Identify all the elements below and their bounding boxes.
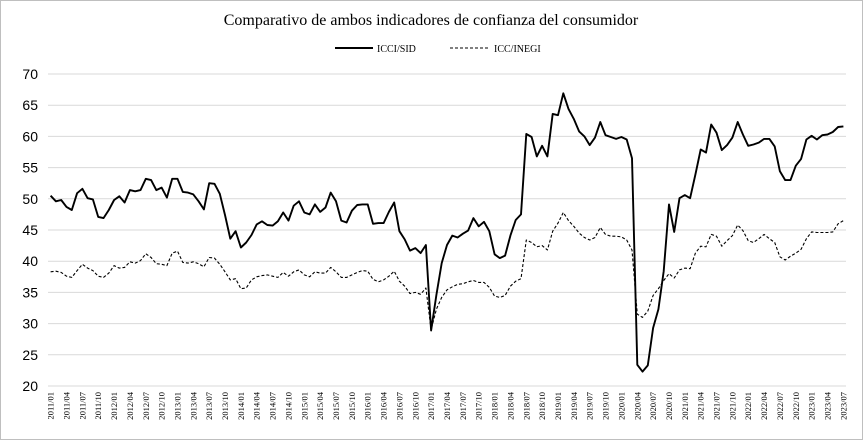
x-tick-label: 2021/01: [680, 392, 690, 420]
y-tick-label: 30: [22, 316, 38, 332]
x-tick-label: 2019/04: [569, 391, 579, 420]
x-tick-label: 2016/07: [394, 392, 404, 420]
x-tick-label: 2019/10: [601, 392, 611, 420]
x-tick-label: 2015/01: [299, 392, 309, 420]
x-tick-label: 2012/10: [157, 392, 167, 420]
x-tick-label: 2013/01: [172, 392, 182, 420]
gridlines: [48, 73, 846, 387]
x-tick-label: 2021/10: [727, 392, 737, 420]
x-tick-label: 2016/10: [410, 392, 420, 420]
y-tick-label: 55: [22, 160, 38, 176]
x-tick-label: 2014/07: [268, 392, 278, 420]
x-tick-label: 2023/07: [838, 392, 848, 420]
x-tick-label: 2020/01: [616, 392, 626, 420]
x-tick-label: 2011/10: [93, 392, 103, 420]
x-tick-label: 2017/10: [474, 392, 484, 420]
y-tick-label: 45: [22, 222, 38, 238]
series-group: [49, 92, 844, 373]
x-tick-label: 2015/10: [347, 392, 357, 420]
series-line-icci-sid: [49, 92, 844, 373]
x-tick-label: 2019/01: [553, 392, 563, 420]
x-tick-label: 2017/07: [458, 392, 468, 420]
chart-title: Comparativo de ambos indicadores de conf…: [224, 12, 639, 29]
y-tick-label: 70: [22, 66, 38, 82]
x-tick-label: 2019/07: [585, 392, 595, 420]
x-tick-label: 2011/01: [46, 392, 56, 420]
x-tick-label: 2018/04: [505, 391, 515, 420]
x-tick-label: 2018/10: [537, 392, 547, 420]
legend-label-icci: ICCI/SID: [377, 44, 416, 55]
x-tick-label: 2015/04: [315, 391, 325, 420]
y-tick-label: 35: [22, 284, 38, 300]
y-tick-label: 65: [22, 97, 38, 113]
y-tick-label: 60: [22, 128, 38, 144]
x-tick-label: 2022/01: [743, 392, 753, 420]
x-tick-label: 2012/04: [125, 391, 135, 420]
x-tick-label: 2011/07: [77, 392, 87, 420]
y-tick-label: 50: [22, 191, 38, 207]
x-axis: 2011/01 2011/04 2011/07 2011/10 2012/01 2012/…: [46, 391, 849, 420]
y-tick-label: 25: [22, 347, 38, 363]
x-tick-label: 2020/07: [648, 392, 658, 420]
x-tick-label: 2020/04: [632, 391, 642, 420]
x-tick-label: 2011/04: [61, 391, 71, 419]
x-tick-label: 2014/04: [252, 391, 262, 420]
x-tick-label: 2016/01: [363, 392, 373, 420]
x-tick-label: 2012/01: [109, 392, 119, 420]
x-tick-label: 2018/07: [521, 392, 531, 420]
x-tick-label: 2013/10: [220, 392, 230, 420]
y-tick-label: 20: [22, 378, 38, 394]
x-tick-label: 2017/04: [442, 391, 452, 420]
x-tick-label: 2023/04: [823, 391, 833, 420]
y-tick-label: 40: [22, 253, 38, 269]
y-axis: 20 25 30 35 40 45 50 55 60 65 70: [22, 66, 38, 394]
x-tick-label: 2018/01: [490, 392, 500, 420]
x-tick-label: 2022/04: [759, 391, 769, 420]
x-tick-label: 2021/07: [712, 392, 722, 420]
x-tick-label: 2023/01: [807, 392, 817, 420]
x-tick-label: 2015/07: [331, 392, 341, 420]
series-line-icc-inegi: [50, 211, 844, 331]
x-tick-label: 2014/10: [283, 392, 293, 420]
x-tick-label: 2013/07: [204, 392, 214, 420]
x-tick-label: 2017/01: [426, 392, 436, 420]
x-tick-label: 2013/04: [188, 391, 198, 420]
x-tick-label: 2022/10: [791, 392, 801, 420]
x-tick-label: 2021/04: [696, 391, 706, 420]
legend: ICCI/SID ICC/INEGI: [335, 44, 541, 55]
legend-label-icc: ICC/INEGI: [494, 44, 541, 55]
x-tick-label: 2012/07: [141, 392, 151, 420]
x-tick-label: 2020/10: [664, 392, 674, 420]
x-tick-label: 2016/04: [379, 391, 389, 420]
x-tick-label: 2014/01: [236, 392, 246, 420]
x-tick-label: 2022/07: [775, 392, 785, 420]
